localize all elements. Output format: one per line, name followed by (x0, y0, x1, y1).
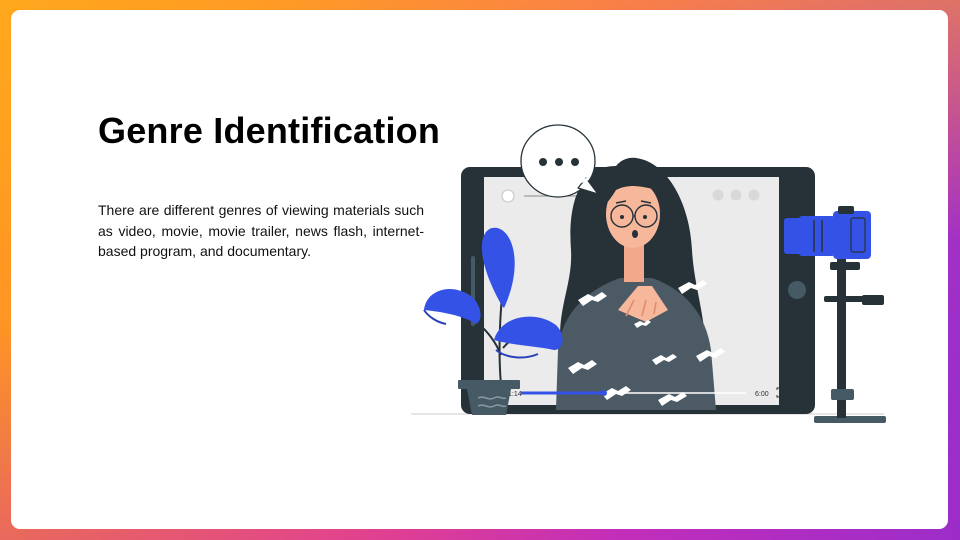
video-progress-bar (521, 390, 746, 396)
speech-bubble-icon (520, 124, 599, 198)
duration: 6:00 (755, 391, 769, 398)
fullscreen-icon (776, 387, 785, 398)
plant-icon (423, 227, 563, 415)
woman-figure (556, 157, 725, 410)
slide-body-text: There are different genres of viewing ma… (98, 202, 424, 259)
slide-card: Genre Identification There are different… (11, 10, 948, 529)
camera-icon (784, 206, 886, 423)
video-creator-illustration: 1:14 6:00 (406, 110, 906, 425)
current-time: 1:14 (508, 391, 522, 398)
slide-title: Genre Identification (98, 110, 441, 151)
